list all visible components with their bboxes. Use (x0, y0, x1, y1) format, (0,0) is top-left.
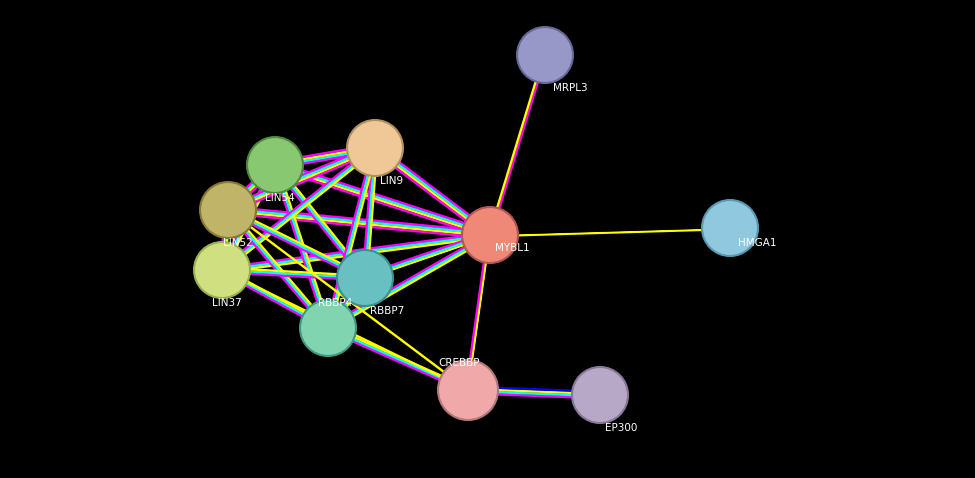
Circle shape (200, 182, 256, 238)
Text: MRPL3: MRPL3 (553, 83, 588, 93)
Circle shape (337, 250, 393, 306)
Circle shape (517, 27, 573, 83)
Text: RBBP7: RBBP7 (370, 306, 405, 316)
Text: CREBBP: CREBBP (438, 358, 480, 368)
Circle shape (462, 207, 518, 263)
Text: LIN52: LIN52 (223, 238, 253, 248)
Circle shape (194, 242, 250, 298)
Circle shape (438, 360, 498, 420)
Text: LIN54: LIN54 (265, 193, 294, 203)
Text: EP300: EP300 (605, 423, 638, 433)
Circle shape (572, 367, 628, 423)
Circle shape (702, 200, 758, 256)
Text: LIN9: LIN9 (380, 176, 403, 186)
Text: HMGA1: HMGA1 (738, 238, 776, 248)
Circle shape (247, 137, 303, 193)
Text: RBBP4: RBBP4 (318, 298, 352, 308)
Circle shape (347, 120, 403, 176)
Text: LIN37: LIN37 (212, 298, 242, 308)
Circle shape (300, 300, 356, 356)
Text: MYBL1: MYBL1 (495, 243, 529, 253)
